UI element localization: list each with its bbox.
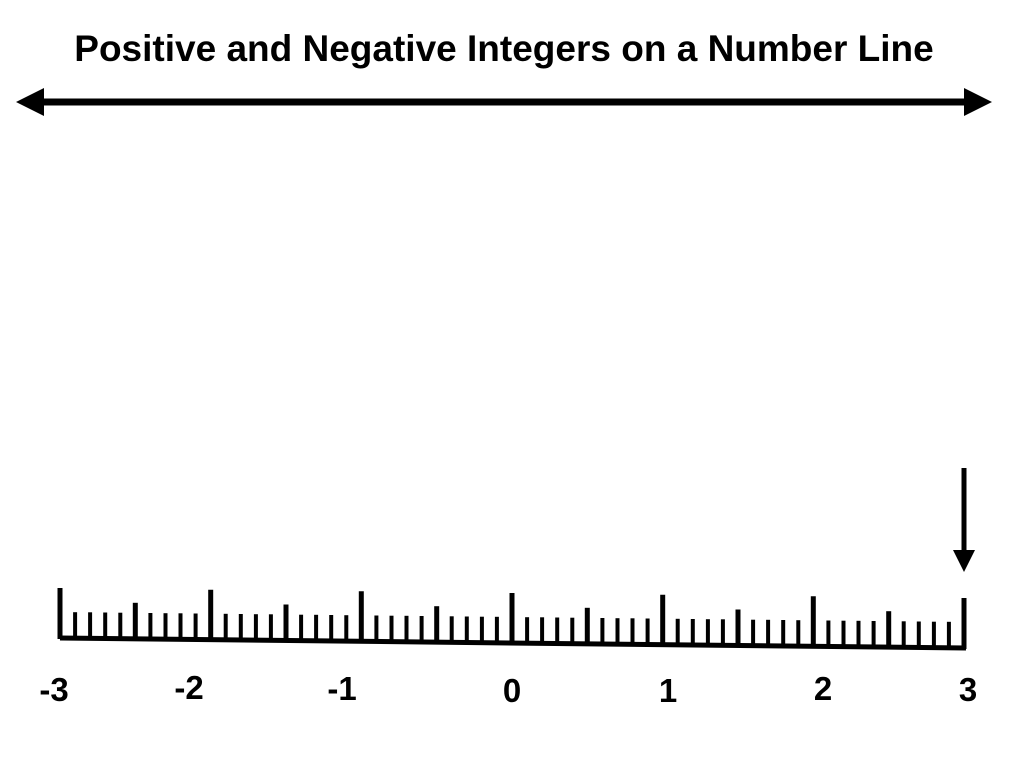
tick-labels: -3 -2 -1 0 1 2 3 [39,669,977,709]
right-arrowhead-icon [964,88,992,116]
tick-label-neg1: -1 [327,670,356,707]
left-arrowhead-icon [16,88,44,116]
double-headed-arrow [16,88,992,116]
tick-label-neg2: -2 [174,669,203,706]
tick-marks [57,588,967,649]
page-title: Positive and Negative Integers on a Numb… [74,28,934,69]
pointer-arrow-icon [953,468,975,572]
tick-label-1: 1 [659,672,677,709]
tick-label-neg3: -3 [39,671,68,708]
tick-label-2: 2 [814,670,832,707]
tick-label-3: 3 [959,671,977,708]
tick-label-0: 0 [503,672,521,709]
